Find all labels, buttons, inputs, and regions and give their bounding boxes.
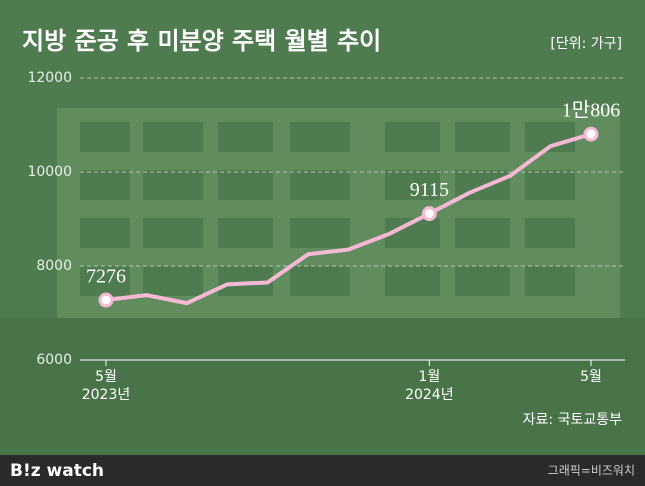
data-label: 9115: [410, 179, 449, 201]
unit-note: [단위: 가구]: [550, 36, 622, 52]
data-label: 1만806: [562, 99, 620, 122]
point-marker: [98, 292, 114, 308]
building: [0, 108, 645, 455]
line: [104, 132, 593, 306]
point-marker: [583, 126, 599, 142]
x-tick-label: 5월: [95, 369, 117, 385]
credit: 그래픽=비즈워치: [548, 464, 635, 478]
y-tick-label: 10000: [27, 164, 72, 180]
x-tick-label: 1월: [418, 369, 440, 385]
point-marker: [421, 206, 437, 222]
logo: B!z watch: [10, 461, 104, 481]
x-tick-year: 2024년: [405, 387, 454, 403]
y-tick-label: 12000: [27, 70, 72, 86]
source-note: 자료: 국토교통부: [523, 412, 622, 428]
data-label: 7276: [86, 266, 126, 288]
x-tick-year: 2023년: [82, 387, 131, 403]
footer: [0, 455, 645, 486]
y-tick-label: 8000: [36, 258, 72, 274]
y-tick-label: 6000: [36, 352, 72, 368]
chart-title: 지방 준공 후 미분양 주택 월별 추이: [22, 27, 381, 55]
x-tick-label: 5월: [580, 369, 602, 385]
